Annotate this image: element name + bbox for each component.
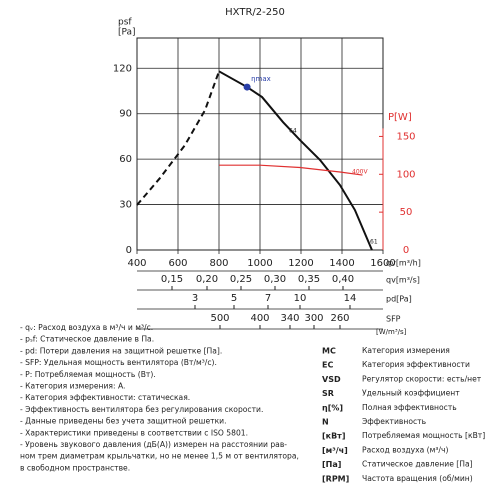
y2-tick-label: 50 xyxy=(400,207,413,218)
abbr-key: VSD xyxy=(322,375,341,384)
scale-tick-label: 340 xyxy=(280,313,299,324)
note-line: - Данные приведены без учета защитной ре… xyxy=(20,417,227,426)
y2-label: P[W] xyxy=(388,112,412,123)
note-line: - Уровень звукового давления (дБ(A)) изм… xyxy=(20,440,287,449)
y-tick-label: 60 xyxy=(119,154,132,165)
scale-unit: [W/m³/s] xyxy=(376,328,407,336)
note-line: - Характеристики приведены в соответстви… xyxy=(20,428,248,437)
abbr-key: [RPM] xyxy=(322,474,349,483)
note-line: в свободном пространстве. xyxy=(20,463,130,472)
y-tick-label: 90 xyxy=(119,109,132,120)
scale-tick-label: 300 xyxy=(304,313,323,324)
abbr-desc: Расход воздуха (м³/ч) xyxy=(362,445,448,454)
note-line: - P: Потребляемая мощность (Вт). xyxy=(20,370,156,379)
scale-tick-label: 3 xyxy=(192,293,198,304)
abbr-key: [кВт] xyxy=(322,432,345,441)
note-line: - Категория измерения: A. xyxy=(20,382,125,391)
y-tick-label: 120 xyxy=(113,63,132,74)
eta-max-label: ηmax xyxy=(251,75,271,83)
abbr-desc: Удельный коэффициент xyxy=(362,389,460,398)
note-line: - Категория эффективности: статическая. xyxy=(20,393,190,402)
scale-tick-label: 5 xyxy=(231,293,237,304)
scale-tick-label: 0,15 xyxy=(161,274,183,285)
scale-tick-label: 0,35 xyxy=(298,274,320,285)
x-tick-label: 1400 xyxy=(329,258,354,269)
y-tick-label: 30 xyxy=(119,200,132,211)
note-line: ном трем диаметрам крыльчатки, но не мен… xyxy=(20,452,299,461)
abbr-desc: Категория измерения xyxy=(362,346,450,355)
note-line: - pₛf: Статическое давление в Па. xyxy=(20,335,154,344)
abbr-key: η[%] xyxy=(322,403,343,412)
y-label: psf xyxy=(118,18,132,28)
abbr-key: SR xyxy=(322,389,334,398)
scale-tick-label: 0,30 xyxy=(264,274,286,285)
abbr-desc: Статическое давление [Па] xyxy=(362,460,473,469)
abbr-desc: Частота вращения (об/мин) xyxy=(362,474,473,483)
data-line xyxy=(219,164,363,176)
x-tick-label: 1200 xyxy=(288,258,313,269)
curve-annotation: 61 xyxy=(370,239,378,246)
y2-tick-label: 150 xyxy=(396,131,415,142)
curve-annotation: 64 xyxy=(289,128,297,135)
x-tick-label: 400 xyxy=(127,258,146,269)
scale-tick-label: 0,25 xyxy=(230,274,252,285)
abbr-desc: Полная эффективность xyxy=(362,403,457,412)
y-tick-label: 0 xyxy=(126,245,132,256)
scale-tick-label: 0,20 xyxy=(196,274,218,285)
abbr-key: MC xyxy=(322,347,336,356)
note-line: - pd: Потери давления на защитной решетк… xyxy=(20,346,222,355)
scale-tick-label: 14 xyxy=(344,293,357,304)
x-label: qv[m³/h] xyxy=(386,259,421,268)
data-line xyxy=(136,70,220,206)
note-line: - Эффективность вентилятора без регулиро… xyxy=(20,405,263,414)
abbr-desc: Потребляемая мощность [кВт] xyxy=(362,431,485,440)
abbr-desc: Категория эффективности xyxy=(362,360,470,369)
note-line: - SFP: Удельная мощность вентилятора (Вт… xyxy=(20,358,217,367)
abbr-desc: Регулятор скорости: есть/нет xyxy=(362,374,482,383)
chart-title: HXTR/2-250 xyxy=(225,7,285,18)
x-tick-label: 1600 xyxy=(370,258,395,269)
eta-max-point xyxy=(243,83,251,91)
scale-label: qv[m³/s] xyxy=(386,276,420,285)
x-tick-label: 800 xyxy=(209,258,228,269)
note-line: - qᵥ: Расход воздуха в м³/ч и м³/с. xyxy=(20,323,153,332)
abbr-desc: Эффективность xyxy=(362,417,427,426)
y2-tick-label: 100 xyxy=(396,169,415,180)
scale-label: pd[Pa] xyxy=(386,295,412,304)
scale-tick-label: 10 xyxy=(294,293,307,304)
scale-tick-label: 400 xyxy=(250,313,269,324)
scale-tick-label: 500 xyxy=(210,313,229,324)
scale-label: SFP xyxy=(386,315,401,324)
scale-tick-label: 260 xyxy=(330,313,349,324)
x-tick-label: 600 xyxy=(168,258,187,269)
data-line xyxy=(218,70,373,251)
abbr-key: [Па] xyxy=(322,460,341,469)
scale-tick-label: 0,40 xyxy=(332,274,354,285)
curve-annotation: 400V xyxy=(352,169,368,176)
y2-tick-label: 0 xyxy=(403,245,409,256)
scale-tick-label: 7 xyxy=(265,293,271,304)
abbr-key: EC xyxy=(322,361,333,370)
y-label-unit: [Pa] xyxy=(118,28,136,38)
abbr-key: [м³/ч] xyxy=(322,446,348,455)
x-tick-label: 1000 xyxy=(247,258,272,269)
abbr-key: N xyxy=(322,418,329,427)
